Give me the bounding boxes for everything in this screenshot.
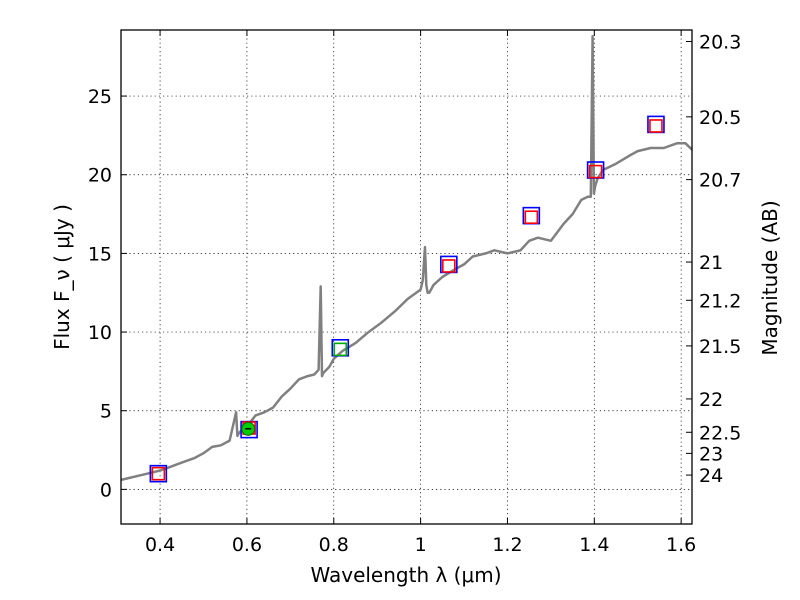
x-tick-label: 0.8 xyxy=(319,534,349,556)
photometry-blue-marker xyxy=(149,464,168,483)
photometry-red-marker xyxy=(588,164,603,179)
x-tick-label: 1.2 xyxy=(492,534,522,556)
y-tick-label: 5 xyxy=(100,401,112,423)
y-tick-label: 0 xyxy=(100,479,112,501)
magnitude-tick-label: 21.5 xyxy=(699,336,741,358)
magnitude-tick-label: 24 xyxy=(699,465,723,487)
y-tick-label: 20 xyxy=(88,165,112,187)
axis-ticks xyxy=(121,30,692,524)
photometry-red-marker xyxy=(649,119,663,133)
magnitude-tick-label: 22.5 xyxy=(699,422,741,444)
magnitude-tick-label: 20.5 xyxy=(699,107,741,129)
x-tick-label: 1.6 xyxy=(666,534,696,556)
photometry-red-marker xyxy=(442,259,456,273)
magnitude-axis-title: Magnitude (AB) xyxy=(758,200,782,355)
y-axis-title: Flux F_ν ( μJy ) xyxy=(50,204,74,350)
magnitude-tick-label: 20.3 xyxy=(699,31,741,53)
grid xyxy=(121,30,692,524)
spectrum-line xyxy=(120,35,693,482)
y-tick-label: 15 xyxy=(88,243,112,265)
x-axis-title: Wavelength λ (μm) xyxy=(310,563,501,587)
y-tick-label: 25 xyxy=(88,86,112,108)
y-tick-label: 10 xyxy=(88,322,112,344)
magnitude-tick-label: 20.7 xyxy=(699,170,741,192)
photometry-red-marker xyxy=(151,466,166,481)
x-tick-label: 0.6 xyxy=(232,534,262,556)
magnitude-tick-label: 23 xyxy=(699,443,723,465)
magnitude-tick-label: 22 xyxy=(699,389,723,411)
plot-layer xyxy=(120,35,693,483)
x-tick-label: 1.4 xyxy=(579,534,609,556)
y-tick-labels: 0 5 10 15 20 25 xyxy=(88,86,112,501)
magnitude-tick-label: 21 xyxy=(699,252,723,274)
x-tick-label: 0.4 xyxy=(145,534,175,556)
plot-frame xyxy=(120,29,693,525)
photometry-green-marker xyxy=(333,342,348,357)
photometry-red-marker xyxy=(524,210,539,225)
x-tick-label: 1 xyxy=(415,534,427,556)
x-tick-labels: 0.4 0.6 0.8 1 1.2 1.4 1.6 xyxy=(145,534,696,556)
magnitude-tick-label: 21.2 xyxy=(699,290,741,312)
